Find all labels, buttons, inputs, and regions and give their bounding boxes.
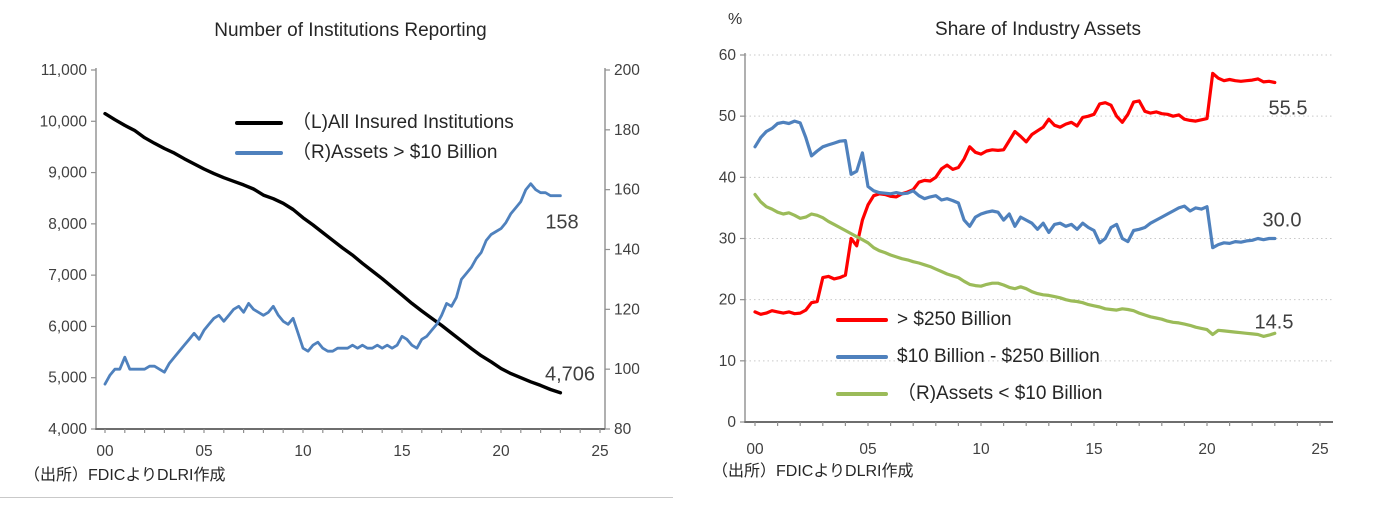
legend-label-lt-10b: （R)Assets < $10 Billion xyxy=(897,383,1103,404)
legend-item-10b-to-250b: $10 Billion - $250 Billion xyxy=(836,344,1102,370)
x-axis-tick-label: 20 xyxy=(492,443,510,460)
y-axis-tick-label: 9,000 xyxy=(48,165,87,182)
legend-line-gt-250b xyxy=(836,318,888,322)
x-axis-tick-label: 15 xyxy=(393,443,410,460)
y-axis-tick-label: 180 xyxy=(614,122,640,139)
x-axis-tick-label: 25 xyxy=(591,443,608,460)
x-axis-tick-label: 05 xyxy=(195,443,212,460)
left-chart-canvas: 11,000 10,000 9,000 8,000 7,000 6,000 5,000 4,0… xyxy=(40,62,641,460)
x-axis-tick-label: 00 xyxy=(746,441,764,458)
y-axis-tick-label: 20 xyxy=(719,292,737,309)
y-axis-tick-label: 100 xyxy=(614,361,640,378)
source-note-right: （出所）FDICよりDLRI作成 xyxy=(712,463,914,480)
y-axis-tick-label: 30 xyxy=(719,231,737,248)
legend-label-10b-to-250b: $10 Billion - $250 Billion xyxy=(897,346,1100,367)
series-line-all-insured xyxy=(103,111,563,395)
y-axis-tick-label: 60 xyxy=(719,47,737,64)
legend-line-lt-10b xyxy=(836,392,888,396)
data-label-gt-250b: 55.5 xyxy=(1268,97,1308,120)
series-line-lt-10b xyxy=(753,192,1277,338)
series-line-assets-gt-10b xyxy=(103,182,562,386)
x-axis-tick-label: 25 xyxy=(1311,441,1328,458)
y-axis-tick-label: 40 xyxy=(719,169,737,186)
legend-line-assets-gt-10b xyxy=(235,151,283,155)
legend-label-all-insured: （L)All Insured Institutions xyxy=(292,112,514,133)
x-axis-tick-label: 10 xyxy=(972,441,990,458)
y-axis-tick-label: 7,000 xyxy=(48,267,87,284)
x-axis-tick-label: 20 xyxy=(1198,441,1216,458)
y-axis-tick-label: 4,000 xyxy=(48,421,87,438)
x-axis-tick-label: 00 xyxy=(96,443,114,460)
y-axis-unit-percent: % xyxy=(728,11,743,28)
y-axis-tick-label: 0 xyxy=(727,414,736,431)
legend-item-lt-10b: （R)Assets < $10 Billion xyxy=(836,381,1102,407)
series-line-gt-250b xyxy=(753,71,1277,316)
legend-share: > $250 Billion $10 Billion - $250 Billio… xyxy=(836,307,1102,407)
y-axis-tick-label: 5,000 xyxy=(48,370,87,387)
legend-label-gt-250b: > $250 Billion xyxy=(897,309,1012,330)
data-label-all-insured: 4,706 xyxy=(544,363,596,386)
y-axis-tick-label: 140 xyxy=(614,242,640,259)
x-axis-tick-label: 10 xyxy=(294,443,312,460)
y-axis-tick-label: 200 xyxy=(614,62,640,79)
y-axis-tick-label: 10 xyxy=(719,353,737,370)
data-label-10b-to-250b: 30.0 xyxy=(1262,209,1302,232)
y-axis-tick-label: 120 xyxy=(614,301,640,318)
chart-title-institutions: Number of Institutions Reporting xyxy=(214,20,487,41)
y-axis-tick-label: 160 xyxy=(614,182,640,199)
legend-item-gt-250b: > $250 Billion xyxy=(836,307,1102,333)
legend-item-assets-gt-10b: （R)Assets > $10 Billion xyxy=(235,141,514,165)
legend-line-10b-to-250b xyxy=(836,355,888,359)
legend-item-all-insured: （L)All Insured Institutions xyxy=(235,111,514,135)
y-axis-tick-label: 80 xyxy=(614,421,632,438)
y-axis-tick-label: 8,000 xyxy=(48,216,87,233)
y-axis-tick-label: 10,000 xyxy=(40,113,88,130)
chart-title-share: Share of Industry Assets xyxy=(935,19,1141,40)
y-axis-tick-label: 11,000 xyxy=(41,62,88,79)
data-label-lt-10b: 14.5 xyxy=(1254,311,1294,334)
legend-institutions: （L)All Insured Institutions （R)Assets > … xyxy=(235,111,514,165)
x-axis-tick-label: 05 xyxy=(859,441,876,458)
y-axis-tick-label: 50 xyxy=(719,108,737,125)
x-axis-tick-label: 15 xyxy=(1085,441,1102,458)
legend-label-assets-gt-10b: （R)Assets > $10 Billion xyxy=(292,142,498,163)
bottom-divider xyxy=(0,497,673,498)
source-note-left: （出所）FDICよりDLRI作成 xyxy=(24,467,226,484)
data-label-assets-gt-10b: 158 xyxy=(545,211,579,234)
y-axis-tick-label: 6,000 xyxy=(48,318,87,335)
series-line-10b-to-250b xyxy=(753,119,1277,250)
legend-line-all-insured xyxy=(235,121,283,125)
